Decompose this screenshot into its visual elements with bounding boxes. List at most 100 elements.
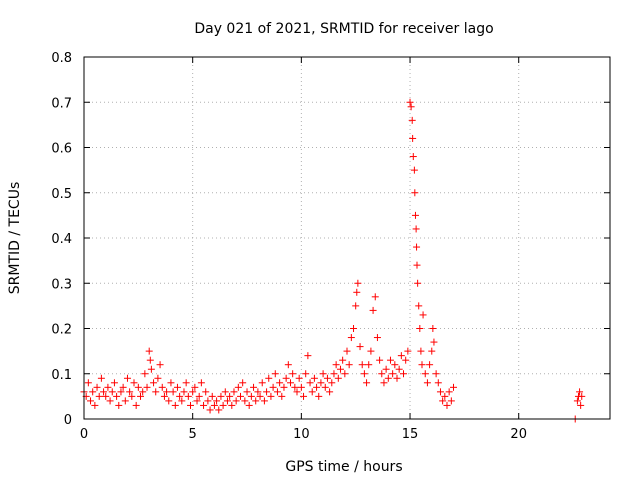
data-point	[204, 397, 212, 405]
data-point	[252, 397, 260, 405]
data-point	[436, 388, 444, 396]
y-tick-label: 0.5	[51, 187, 72, 202]
data-point	[236, 392, 244, 400]
data-point	[247, 392, 255, 400]
data-point	[382, 365, 390, 373]
data-point	[217, 392, 225, 400]
data-point	[271, 370, 279, 378]
data-point	[308, 388, 316, 396]
data-point	[228, 401, 236, 409]
data-point	[339, 356, 347, 364]
data-point	[423, 379, 431, 387]
data-point	[230, 388, 238, 396]
data-point	[100, 388, 108, 396]
data-point	[347, 334, 355, 342]
data-point	[373, 334, 381, 342]
data-point	[397, 352, 405, 360]
data-point	[152, 388, 160, 396]
data-point	[432, 370, 440, 378]
data-point	[345, 361, 353, 369]
data-point	[226, 392, 234, 400]
data-point	[145, 347, 153, 355]
data-point	[173, 383, 181, 391]
data-point	[200, 401, 208, 409]
data-point	[415, 302, 423, 310]
data-point	[113, 392, 121, 400]
data-point	[130, 379, 138, 387]
data-point	[147, 365, 155, 373]
data-point	[334, 374, 342, 382]
data-point	[407, 103, 415, 111]
data-point	[416, 325, 424, 332]
data-point	[310, 374, 318, 382]
data-point	[284, 361, 292, 369]
data-point	[293, 388, 301, 396]
data-point	[302, 370, 310, 378]
data-point	[126, 388, 134, 396]
data-point	[215, 406, 223, 414]
data-point	[184, 392, 192, 400]
data-point	[213, 397, 221, 405]
data-point	[291, 383, 299, 391]
data-point	[241, 397, 249, 405]
x-tick-label: 15	[402, 427, 419, 442]
data-point	[428, 347, 436, 355]
data-point	[326, 388, 334, 396]
data-point	[369, 306, 377, 314]
data-point	[84, 379, 92, 387]
data-point	[108, 388, 116, 396]
data-point	[219, 401, 227, 409]
y-axis-label: SRMTID / TECUs	[7, 182, 23, 295]
data-point	[182, 379, 190, 387]
data-point	[137, 392, 145, 400]
data-point	[367, 347, 375, 355]
data-point	[313, 383, 321, 391]
data-point	[317, 379, 325, 387]
data-point	[289, 370, 297, 378]
data-point	[223, 397, 231, 405]
data-point	[378, 370, 386, 378]
data-point	[443, 401, 451, 409]
data-point	[171, 401, 179, 409]
data-point	[91, 401, 99, 409]
data-point	[276, 379, 284, 387]
data-point	[393, 374, 401, 382]
data-point	[391, 361, 399, 369]
data-point	[341, 370, 349, 378]
data-point	[354, 279, 362, 287]
data-point	[328, 379, 336, 387]
data-point	[123, 374, 131, 382]
data-point	[365, 361, 373, 369]
data-point	[208, 392, 216, 400]
data-point	[356, 343, 364, 351]
data-point	[384, 374, 392, 382]
data-point	[400, 370, 408, 378]
data-point	[265, 374, 273, 382]
data-point	[191, 383, 199, 391]
data-point	[154, 374, 162, 382]
data-point	[413, 243, 421, 251]
data-point	[421, 370, 429, 378]
data-point	[93, 383, 101, 391]
data-point	[343, 347, 351, 355]
data-point	[408, 116, 416, 124]
x-tick-label: 5	[189, 427, 197, 442]
data-point	[360, 370, 368, 378]
data-point	[430, 338, 438, 346]
data-point	[232, 397, 240, 405]
data-point	[450, 383, 458, 391]
data-point	[389, 370, 397, 378]
data-point	[128, 392, 136, 400]
data-points	[80, 98, 586, 423]
data-point	[141, 370, 149, 378]
data-point	[395, 365, 403, 373]
data-point	[121, 397, 129, 405]
data-point	[180, 388, 188, 396]
data-point	[332, 361, 340, 369]
y-tick-label: 0.3	[51, 277, 72, 292]
x-axis-label: GPS time / hours	[285, 459, 402, 475]
data-point	[115, 401, 123, 409]
data-point	[409, 153, 417, 161]
data-point	[267, 392, 275, 400]
